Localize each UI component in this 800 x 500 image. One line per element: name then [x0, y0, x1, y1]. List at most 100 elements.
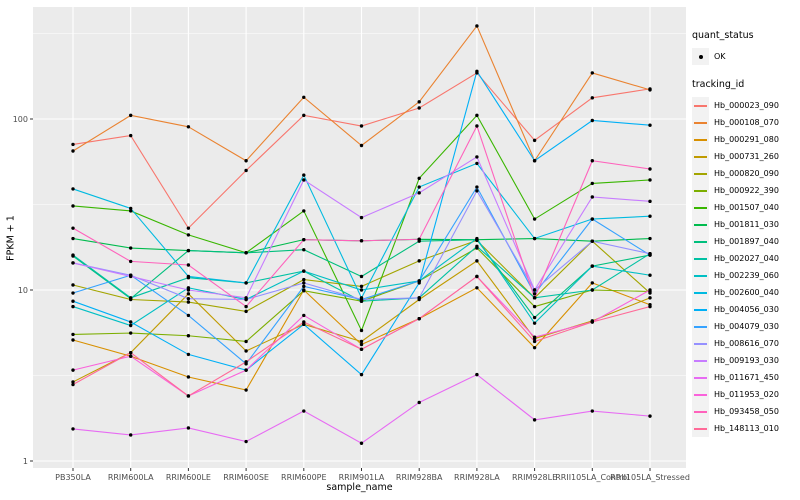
data-point — [186, 352, 191, 357]
data-point — [590, 320, 594, 324]
data-point — [648, 178, 652, 182]
data-point — [302, 320, 306, 324]
legend-entry-label: Hb_000023_090 — [714, 101, 779, 110]
data-point — [532, 292, 537, 296]
data-point — [532, 321, 537, 325]
legend-key — [692, 182, 709, 199]
legend-key — [692, 420, 709, 437]
y-tick-label: 10 — [18, 286, 28, 295]
legend-entry-label: Hb_004079_030 — [714, 322, 779, 331]
data-point — [186, 300, 191, 304]
x-tick-label: RRII105LA_Stressed — [610, 473, 690, 482]
legend-title-tracking-id: tracking_id — [692, 79, 745, 90]
legend-entry-label: Hb_001811_030 — [714, 220, 779, 229]
data-point — [475, 155, 479, 159]
legend-entry-label: Hb_001897_040 — [714, 237, 779, 246]
data-point — [475, 161, 479, 166]
data-point — [417, 176, 421, 181]
data-point — [244, 349, 248, 353]
data-point — [648, 88, 652, 92]
data-point — [590, 281, 594, 285]
data-point — [302, 277, 306, 282]
data-point — [532, 236, 537, 241]
legend-line-swatch-icon — [694, 410, 707, 413]
data-point — [71, 204, 75, 208]
data-point — [71, 149, 75, 153]
data-point — [359, 215, 364, 220]
data-point — [648, 288, 652, 292]
legend-entry-label: Hb_000731_260 — [714, 152, 779, 161]
data-point — [359, 328, 364, 333]
legend-line-swatch-icon — [694, 257, 707, 260]
data-point — [186, 226, 191, 230]
legend-key — [692, 48, 709, 65]
data-point — [244, 339, 248, 344]
data-point — [129, 133, 133, 138]
legend-entry-Hb_000108_070: Hb_000108_070 — [692, 114, 798, 131]
data-point — [302, 409, 306, 413]
data-point — [71, 304, 75, 309]
data-point — [186, 394, 191, 398]
data-point — [129, 296, 133, 300]
data-point — [532, 335, 537, 339]
data-point — [71, 427, 75, 431]
legend-entry-label: Hb_002027_040 — [714, 254, 779, 263]
data-point — [71, 226, 75, 230]
data-point — [244, 251, 248, 255]
legend-line-swatch-icon — [694, 376, 707, 379]
data-point — [186, 288, 191, 292]
data-point — [532, 217, 537, 221]
data-point — [532, 288, 537, 292]
y-axis-title: FPKM + 1 — [5, 215, 17, 261]
legend-key — [692, 318, 709, 335]
legend-line-swatch-icon — [694, 240, 707, 243]
data-point — [71, 283, 75, 287]
data-point — [302, 289, 306, 293]
data-point — [186, 296, 191, 301]
data-point — [359, 124, 364, 128]
data-point — [186, 274, 191, 279]
legend-line-swatch-icon — [694, 121, 707, 124]
data-point — [648, 252, 652, 256]
data-point — [129, 433, 133, 437]
data-point — [71, 332, 75, 337]
legend-key — [692, 369, 709, 386]
legend-entry-Hb_002239_060: Hb_002239_060 — [692, 267, 798, 284]
data-point — [417, 279, 421, 283]
legend-entry-label: OK — [714, 52, 726, 61]
data-point — [590, 239, 594, 243]
legend-line-swatch-icon — [694, 223, 707, 226]
legend-entry-Hb_000023_090: Hb_000023_090 — [692, 97, 798, 114]
legend-entry-label: Hb_009193_030 — [714, 356, 779, 365]
data-point — [590, 409, 594, 413]
data-point — [648, 304, 652, 309]
data-point — [244, 159, 248, 163]
legend-entries: Hb_000023_090 Hb_000108_070 Hb_000291_080 H… — [692, 97, 798, 437]
data-point — [129, 323, 133, 328]
data-point — [302, 269, 306, 273]
data-point — [417, 316, 421, 321]
data-point — [648, 199, 652, 204]
legend-entry-Hb_002027_040: Hb_002027_040 — [692, 250, 798, 267]
legend-key — [692, 335, 709, 352]
legend-key — [692, 250, 709, 267]
data-point — [359, 284, 364, 289]
data-point — [359, 372, 364, 377]
data-point — [302, 209, 306, 213]
data-point — [244, 309, 248, 314]
data-point — [71, 261, 75, 265]
legend-entry-Hb_000731_260: Hb_000731_260 — [692, 148, 798, 165]
legend-entry-ok: OK — [692, 48, 798, 65]
data-point — [532, 345, 537, 350]
legend-key — [692, 97, 709, 114]
data-point — [302, 178, 306, 182]
x-tick-label: RRIM600SE — [223, 473, 269, 482]
x-tick-label: RRIM928LE — [512, 473, 557, 482]
legend-line-swatch-icon — [694, 308, 707, 311]
data-point — [475, 372, 479, 377]
data-point — [359, 342, 364, 347]
data-point — [129, 259, 133, 264]
legend-entry-label: Hb_000820_090 — [714, 169, 779, 178]
data-point — [475, 124, 479, 128]
